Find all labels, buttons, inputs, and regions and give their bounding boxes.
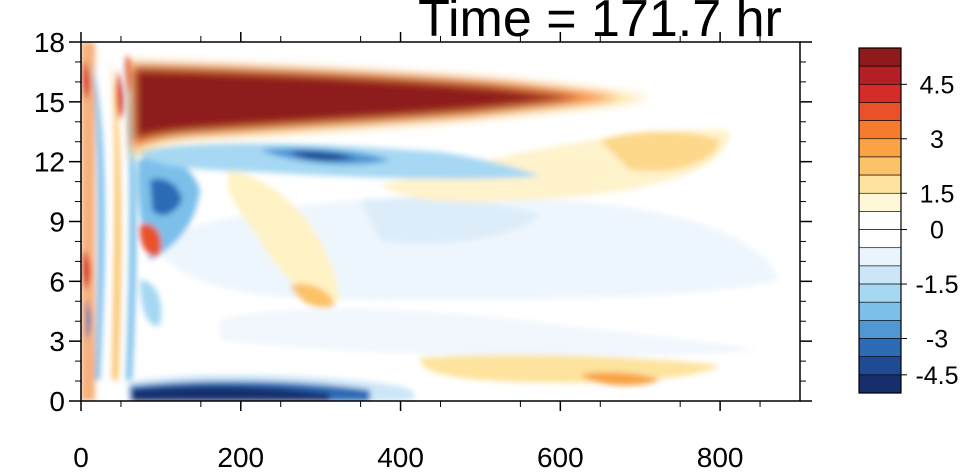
colorbar-swatch bbox=[858, 374, 902, 394]
colorbar-label: 0 bbox=[930, 217, 944, 245]
y-tick-label: 3 bbox=[49, 326, 65, 357]
surface-negative-band bbox=[132, 386, 330, 401]
left-stripe bbox=[86, 300, 91, 340]
y-tick-label: 18 bbox=[34, 27, 65, 58]
negative-core bbox=[150, 178, 182, 216]
colorbar-swatch bbox=[858, 102, 902, 121]
left-stripe bbox=[82, 250, 91, 290]
x-tick-label: 800 bbox=[697, 442, 744, 473]
left-stripe bbox=[82, 60, 90, 100]
plot-area bbox=[81, 42, 800, 401]
x-tick-label: 400 bbox=[377, 442, 424, 473]
y-tick-label: 15 bbox=[34, 87, 65, 118]
y-tick-label: 9 bbox=[49, 207, 65, 238]
x-tick-label: 0 bbox=[73, 442, 89, 473]
low-level-positive-band bbox=[580, 372, 660, 386]
colorbar-label: -3 bbox=[926, 326, 948, 354]
left-stripe bbox=[110, 60, 121, 380]
x-tick-label: 600 bbox=[537, 442, 584, 473]
colorbar-swatch bbox=[858, 211, 902, 230]
colorbar-label: 3 bbox=[930, 126, 944, 154]
colorbar-swatch bbox=[858, 265, 902, 285]
colorbar-label: 4.5 bbox=[920, 71, 955, 99]
mid-level-negative-band bbox=[290, 151, 355, 161]
negative-core bbox=[140, 280, 162, 326]
colorbar-label: 1.5 bbox=[920, 180, 955, 208]
colorbar-swatch bbox=[858, 320, 902, 339]
weak-negative-region bbox=[360, 198, 540, 244]
chart-title: Time = 171.7 hr bbox=[418, 0, 782, 48]
colorbar-swatch bbox=[858, 120, 902, 140]
colorbar-swatch bbox=[858, 192, 902, 212]
jet-core bbox=[134, 68, 580, 140]
colorbar-swatch bbox=[858, 65, 902, 85]
colorbar-swatch bbox=[858, 229, 902, 249]
y-tick-label: 12 bbox=[34, 147, 65, 178]
x-tick-label: 200 bbox=[217, 442, 264, 473]
colorbar-swatch bbox=[858, 283, 902, 303]
colorbar-swatch bbox=[858, 156, 902, 176]
x-axis: 0 200 400 600 800 bbox=[73, 32, 761, 473]
colorbar: 4.5 3 1.5 0 -1.5 -3 -4.5 bbox=[858, 47, 959, 394]
colorbar-label: -1.5 bbox=[915, 271, 958, 299]
left-stripe bbox=[116, 70, 124, 120]
colorbar-swatch bbox=[858, 84, 902, 103]
colorbar-swatch bbox=[858, 174, 902, 194]
colorbar-swatch bbox=[858, 247, 902, 267]
colorbar-swatch bbox=[858, 338, 902, 357]
colorbar-frame bbox=[858, 47, 902, 394]
colorbar-swatch bbox=[858, 301, 902, 321]
y-tick-label: 6 bbox=[49, 266, 65, 297]
positive-core bbox=[139, 224, 162, 256]
moderate-positive-region bbox=[290, 283, 335, 308]
moderate-positive-region bbox=[600, 131, 720, 172]
y-axis: 0 3 6 9 12 15 18 bbox=[34, 27, 812, 417]
colorbar-swatch bbox=[858, 356, 902, 376]
weak-negative-region bbox=[220, 308, 760, 357]
left-stripe bbox=[92, 60, 105, 380]
colorbar-swatch bbox=[858, 47, 902, 67]
weak-positive-region bbox=[227, 170, 340, 301]
left-stripe bbox=[81, 42, 95, 401]
colorbar-label: -4.5 bbox=[915, 362, 958, 390]
y-tick-label: 0 bbox=[49, 386, 65, 417]
colorbar-swatch bbox=[858, 138, 902, 158]
